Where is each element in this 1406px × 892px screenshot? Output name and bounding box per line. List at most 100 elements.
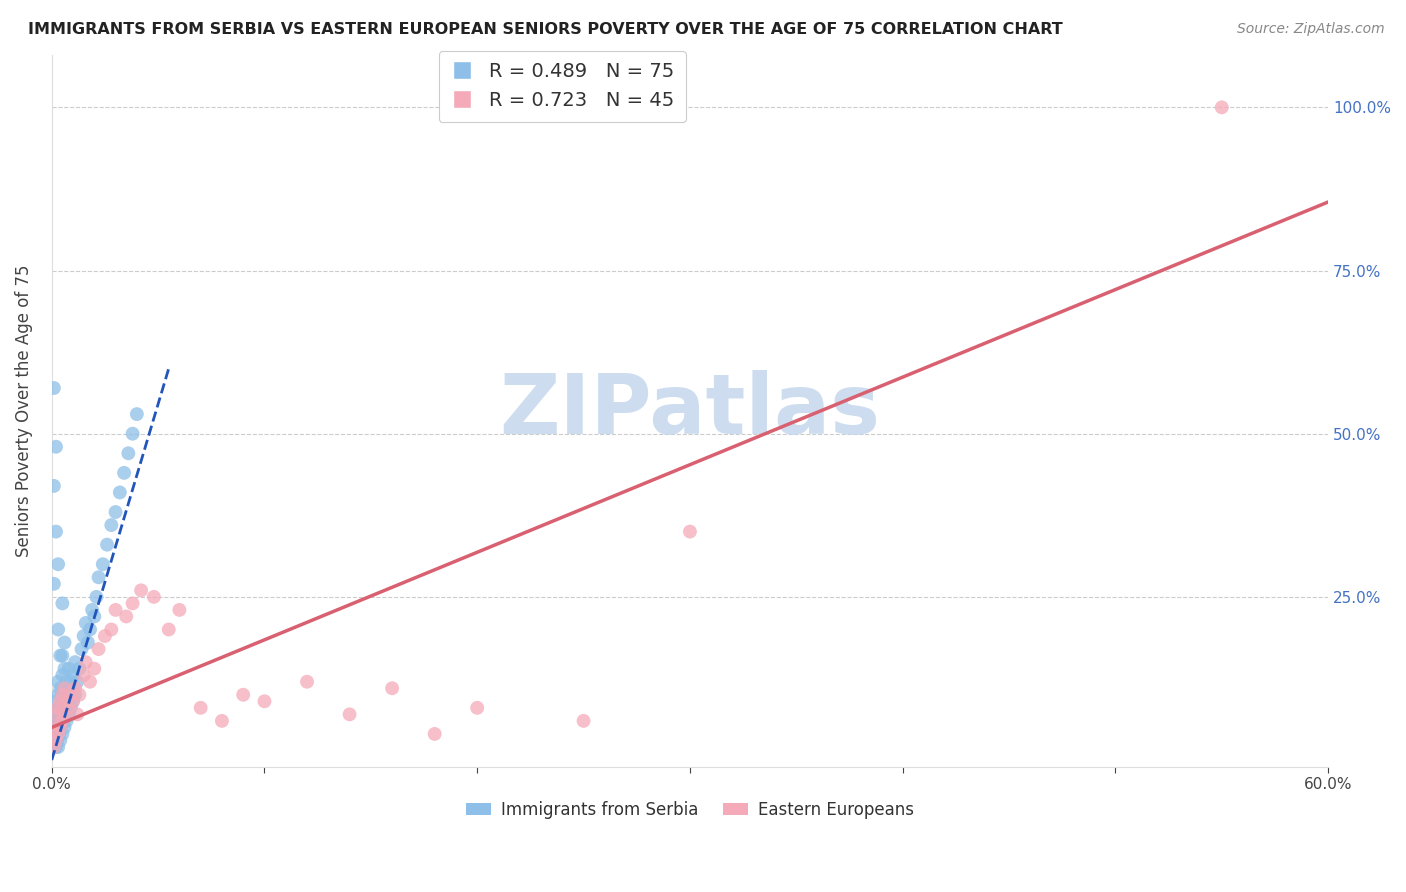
Point [46,714,69,728]
Point [121,596,143,610]
Point [62,694,84,708]
Point [100,518,122,533]
Point [169,603,191,617]
Point [129,583,152,598]
Point [46,701,69,715]
Point [49,701,72,715]
Point [66,707,89,722]
Point [87,570,110,584]
Point [67,662,90,676]
Point [232,688,254,702]
Point [73,668,96,682]
Point [45,727,67,741]
Point [79,674,101,689]
Point [295,674,318,689]
Point [46,727,69,741]
Point [55,694,77,708]
Point [121,426,143,441]
Point [45,739,67,754]
Point [49,733,72,747]
Y-axis label: Seniors Poverty Over the Age of 75: Seniors Poverty Over the Age of 75 [15,265,32,558]
Point [86,590,108,604]
Point [42,733,65,747]
Point [82,603,104,617]
Point [44,720,66,734]
Point [49,694,72,708]
Point [62,694,84,708]
Point [59,674,82,689]
Point [55,714,77,728]
Point [115,609,138,624]
Point [73,629,96,643]
Point [45,524,67,539]
Point [46,688,69,702]
Point [58,701,80,715]
Point [63,688,86,702]
Point [42,381,65,395]
Point [83,609,105,624]
Point [67,688,90,702]
Point [117,446,139,460]
Point [46,733,69,747]
Point [46,701,69,715]
Point [55,694,77,708]
Point [53,720,76,734]
Point [465,701,488,715]
Point [75,615,97,630]
Point [55,674,77,689]
Point [423,727,446,741]
Point [44,733,66,747]
Point [79,623,101,637]
Point [46,720,69,734]
Point [48,727,70,741]
Point [45,440,67,454]
Point [53,635,76,649]
Text: ZIPatlas: ZIPatlas [499,370,880,451]
Point [42,720,65,734]
Point [48,707,70,722]
Point [104,603,127,617]
Point [58,707,80,722]
Point [51,648,73,663]
Point [51,727,73,741]
Point [62,668,84,682]
Point [58,662,80,676]
Point [142,590,165,604]
Point [42,479,65,493]
Point [42,739,65,754]
Point [53,681,76,696]
Point [46,739,69,754]
Point [157,623,180,637]
Point [83,662,105,676]
Point [108,485,131,500]
Point [679,524,702,539]
Point [91,558,114,572]
Point [1211,100,1233,114]
Point [42,714,65,728]
Point [51,714,73,728]
Point [339,707,361,722]
Point [49,681,72,696]
Point [253,694,276,708]
Point [49,648,72,663]
Point [45,733,67,747]
Point [46,623,69,637]
Point [211,714,233,728]
Point [94,629,117,643]
Point [66,674,89,689]
Point [51,668,73,682]
Point [59,688,82,702]
Point [49,720,72,734]
Point [100,623,122,637]
Point [572,714,595,728]
Text: Source: ZipAtlas.com: Source: ZipAtlas.com [1237,22,1385,37]
Point [53,681,76,696]
Point [46,558,69,572]
Point [51,707,73,722]
Point [53,707,76,722]
Point [45,707,67,722]
Point [104,505,127,519]
Point [53,701,76,715]
Point [42,739,65,754]
Point [381,681,404,696]
